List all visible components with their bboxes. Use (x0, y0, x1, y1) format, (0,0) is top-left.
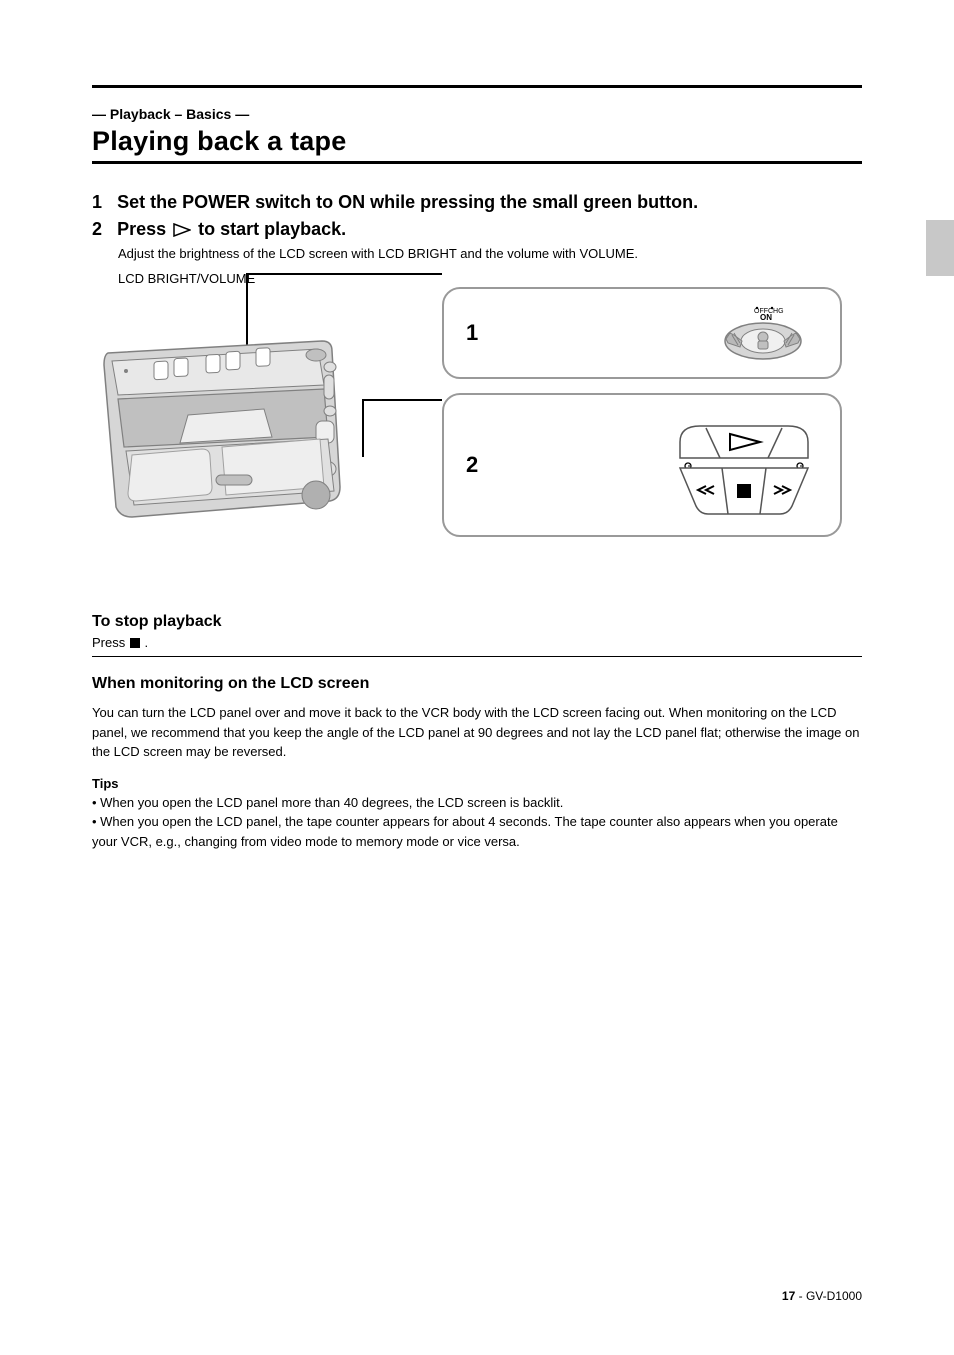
tips-body: • When you open the LCD panel more than … (92, 793, 862, 852)
tip-line-1: • When you open the LCD panel more than … (92, 793, 862, 813)
on-label: ON (760, 313, 772, 322)
play-controls-icon (670, 410, 818, 520)
power-switch-icon: OFF CHG ON (708, 303, 818, 363)
callout-2-num: 2 (466, 452, 478, 478)
callout-step-2: 2 (442, 393, 842, 537)
section-name: — Playback – Basics — (92, 106, 862, 122)
tip-line-2: • When you open the LCD panel, the tape … (92, 812, 862, 851)
monitor-heading: When monitoring on the LCD screen (92, 675, 862, 693)
callout-1-num: 1 (466, 320, 478, 346)
step-2-suffix: to start playback. (198, 219, 346, 239)
device-illustration (92, 319, 352, 534)
vcr-device-svg (92, 319, 352, 529)
step-1: 1 Set the POWER switch to ON while press… (92, 192, 862, 213)
step-1-num: 1 (92, 192, 102, 212)
top-rule (92, 85, 862, 88)
leader-line (362, 399, 364, 457)
page-num: 17 (782, 1289, 795, 1303)
step-2-subtext: Adjust the brightness of the LCD screen … (118, 246, 862, 261)
to-stop-heading: To stop playback (92, 613, 862, 631)
stop-icon (129, 637, 141, 649)
bright-vol-label: LCD BRIGHT/VOLUME (118, 271, 255, 286)
side-tab (926, 220, 954, 276)
leader-line (362, 399, 442, 401)
callout-step-1: 1 OFF CHG ON (442, 287, 842, 379)
tips-heading: Tips (92, 776, 862, 791)
play-icon (173, 223, 191, 237)
press-stop-line: Press . (92, 635, 862, 650)
page-number: 17 - GV-D1000 (782, 1289, 862, 1303)
press-prefix: Press (92, 635, 129, 650)
step-2-num: 2 (92, 219, 102, 239)
step-2: 2 Press to start playback. (92, 219, 862, 240)
monitor-body: You can turn the LCD panel over and move… (92, 703, 862, 762)
page-header: — Playback – Basics — Playing back a tap… (92, 106, 862, 164)
page-title: Playing back a tape (92, 126, 862, 157)
section-rule (92, 656, 862, 657)
diagram: LCD BRIGHT/VOLUME (92, 279, 862, 589)
step-2-prefix: Press (117, 219, 171, 239)
leader-line (246, 273, 442, 275)
step-1-text: Set the POWER switch to ON while pressin… (117, 192, 698, 212)
brand: GV-D1000 (806, 1289, 862, 1303)
press-suffix: . (144, 635, 148, 650)
